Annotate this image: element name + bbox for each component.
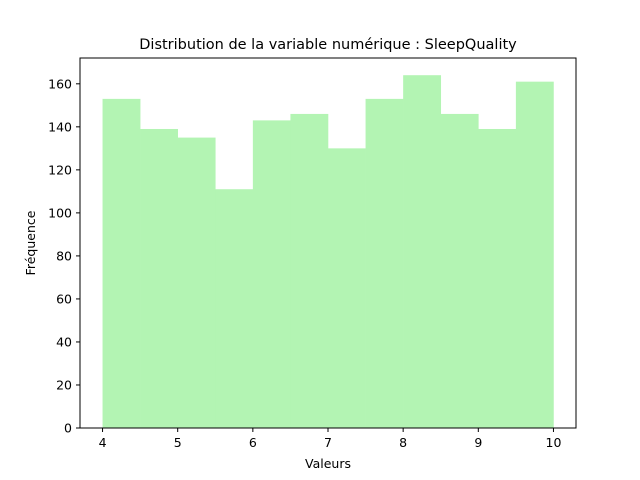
histogram-bar: [102, 98, 141, 428]
y-tick-label: 100: [48, 205, 72, 220]
y-tick-label: 80: [56, 248, 72, 263]
histogram-bar: [177, 137, 216, 428]
chart-title: Distribution de la variable numérique : …: [139, 37, 517, 53]
x-tick-label: 6: [249, 435, 257, 450]
y-axis-label: Fréquence: [23, 210, 38, 275]
histogram-bar: [440, 113, 479, 428]
y-tick-label: 120: [48, 162, 72, 177]
x-tick-label: 5: [174, 435, 182, 450]
histogram-bar: [365, 98, 404, 428]
histogram-bar: [328, 148, 366, 429]
histogram-bar: [290, 113, 329, 428]
y-tick-label: 60: [56, 291, 72, 306]
histogram-bar: [215, 189, 254, 428]
y-tick-label: 40: [56, 334, 72, 349]
y-tick-label: 140: [48, 119, 72, 134]
x-tick-label: 8: [399, 435, 407, 450]
histogram-bar: [478, 128, 517, 428]
x-tick-label: 10: [546, 435, 562, 450]
x-tick-label: 4: [99, 435, 107, 450]
bars-group: [102, 75, 554, 429]
y-tick-label: 160: [48, 76, 72, 91]
x-tick-label: 7: [324, 435, 332, 450]
y-tick-label: 0: [64, 421, 72, 436]
histogram-bar: [140, 128, 178, 428]
histogram-bar: [515, 81, 554, 429]
x-axis-label: Valeurs: [305, 456, 351, 471]
y-tick-label: 20: [56, 377, 72, 392]
x-tick-label: 9: [474, 435, 482, 450]
histogram-bar: [252, 120, 291, 428]
histogram-bar: [403, 75, 442, 429]
